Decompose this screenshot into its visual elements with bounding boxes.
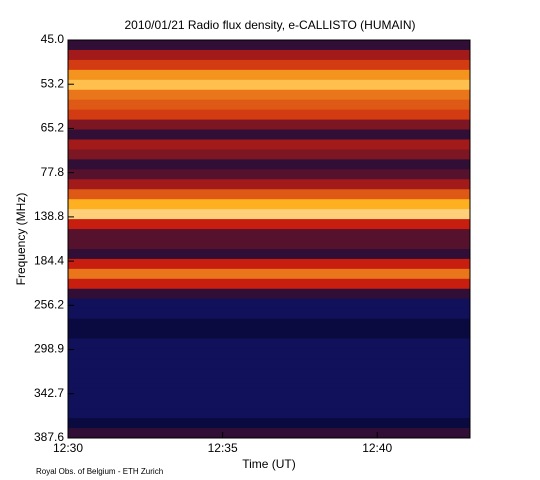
spectrum-band bbox=[68, 149, 470, 160]
spectrum-band bbox=[68, 189, 470, 200]
spectrum-band bbox=[68, 388, 470, 399]
y-axis-label: Frequency (MHz) bbox=[14, 193, 28, 286]
spectrum-band bbox=[68, 99, 470, 111]
spectrum-band bbox=[68, 378, 470, 389]
spectrum-band bbox=[68, 348, 470, 359]
spectrum-band bbox=[68, 40, 470, 51]
y-tick-label: 298.9 bbox=[34, 342, 64, 356]
y-tick-label: 45.0 bbox=[41, 32, 65, 46]
y-tick-label: 256.2 bbox=[34, 298, 64, 312]
spectrum-band bbox=[68, 408, 470, 419]
spectrum-band bbox=[68, 109, 470, 121]
y-tick-label: 184.4 bbox=[34, 253, 64, 267]
spectrum-band bbox=[68, 169, 470, 180]
footer: Royal Obs. of Belgium - ETH Zurich bbox=[36, 467, 163, 476]
spectrum-band bbox=[68, 418, 470, 429]
spectrum-band bbox=[68, 209, 470, 220]
y-tick-label: 342.7 bbox=[34, 386, 64, 400]
y-tick-label: 138.8 bbox=[34, 209, 64, 223]
y-tick-label: 65.2 bbox=[41, 121, 65, 135]
spectrum-band bbox=[68, 89, 470, 101]
x-tick-label: 12:30 bbox=[53, 441, 83, 455]
spectrum-band bbox=[68, 219, 470, 230]
chart-title: 2010/01/21 Radio flux density, e-CALLIST… bbox=[124, 18, 415, 32]
spectrum-band bbox=[68, 288, 470, 300]
spectrum-band bbox=[68, 268, 470, 280]
spectrum-band bbox=[68, 328, 470, 339]
x-tick-label: 12:35 bbox=[208, 441, 238, 455]
x-tick-label: 12:40 bbox=[362, 441, 392, 455]
spectrum-band bbox=[68, 139, 470, 150]
y-tick-label: 53.2 bbox=[41, 76, 65, 90]
spectrum-band bbox=[68, 338, 470, 349]
x-axis-label: Time (UT) bbox=[242, 457, 296, 471]
spectrum-band bbox=[68, 368, 470, 379]
spectrum-band bbox=[68, 69, 470, 81]
spectrum-band bbox=[68, 258, 470, 270]
spectrum-band bbox=[68, 298, 470, 310]
spectrum-band bbox=[68, 358, 470, 369]
y-tick-label: 387.6 bbox=[34, 430, 64, 444]
spectrum-band bbox=[68, 278, 470, 290]
spectrum-band bbox=[68, 428, 470, 439]
y-tick-label: 77.8 bbox=[41, 165, 65, 179]
spectrum-band bbox=[68, 119, 470, 131]
plot-frame bbox=[67, 39, 471, 439]
spectrum-band bbox=[68, 199, 470, 210]
spectrum-band bbox=[68, 239, 470, 250]
spectrum-band bbox=[68, 318, 470, 330]
spectrum-band bbox=[68, 59, 470, 71]
spectrum-band bbox=[68, 308, 470, 320]
spectrum-band bbox=[68, 49, 470, 61]
spectrum-band bbox=[68, 179, 470, 190]
spectrum-band bbox=[68, 248, 470, 260]
spectrum-band bbox=[68, 129, 470, 140]
spectrum-band bbox=[68, 398, 470, 409]
spectrum-band bbox=[68, 79, 470, 91]
spectrum-band bbox=[68, 229, 470, 240]
spectrum-band bbox=[68, 159, 470, 170]
